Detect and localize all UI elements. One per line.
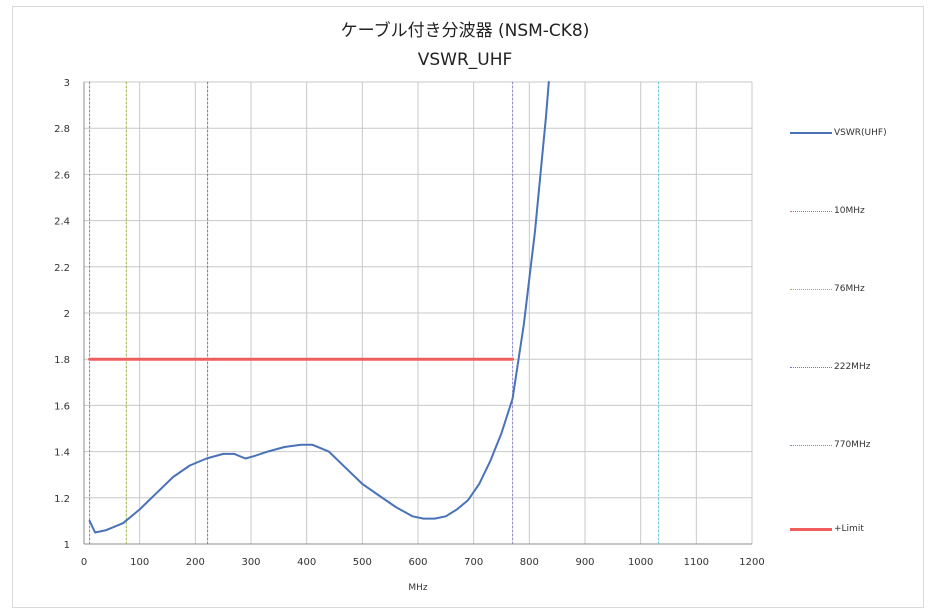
- legend-swatch: [790, 366, 832, 368]
- x-tick-label: 0: [81, 557, 87, 568]
- legend-item: +Limit: [790, 522, 864, 536]
- legend-item: 10MHz: [790, 204, 865, 218]
- x-tick-label: 700: [464, 557, 483, 568]
- label-layer: 0 100 200 300 400 500 600 700 800 900 1000 1100 1200…: [54, 78, 765, 593]
- legend-label: +Limit: [834, 524, 864, 534]
- y-tick-label: 1.6: [54, 401, 70, 412]
- y-tick-label: 1.4: [54, 448, 70, 459]
- legend-swatch: [790, 210, 832, 212]
- legend-item: 76MHz: [790, 282, 865, 296]
- legend-label: 10MHz: [834, 206, 865, 216]
- y-tick-label: 2: [64, 309, 70, 320]
- legend-label: 770MHz: [834, 440, 871, 450]
- legend-swatch: [790, 527, 832, 531]
- x-tick-label: 1000: [628, 557, 653, 568]
- legend-label: VSWR(UHF): [834, 128, 887, 138]
- y-tick-label: 1.8: [54, 355, 70, 366]
- y-tick-label: 1.2: [54, 494, 70, 505]
- legend-item: 222MHz: [790, 360, 870, 374]
- x-tick-label: 1200: [739, 557, 764, 568]
- y-tick-label: 2.8: [54, 124, 70, 135]
- y-tick-label: 2.6: [54, 170, 70, 181]
- series-layer: [88, 81, 659, 545]
- grid-layer: [83, 81, 753, 545]
- x-tick-label: 600: [408, 557, 427, 568]
- chart-title: ケーブル付き分波器 (NSM-CK8): [340, 21, 590, 41]
- x-tick-label: 100: [130, 557, 149, 568]
- x-tick-label: 500: [353, 557, 372, 568]
- y-tick-label: 2.2: [54, 263, 70, 274]
- legend-swatch: [790, 132, 832, 134]
- axis-layer: [83, 82, 752, 545]
- y-tick-label: 3: [64, 78, 70, 89]
- legend-item: 770MHz: [790, 438, 870, 452]
- legend-label: 76MHz: [834, 284, 865, 294]
- x-tick-label: 800: [520, 557, 539, 568]
- y-tick-label: 2.4: [54, 217, 70, 228]
- x-axis-label: MHz: [408, 583, 428, 593]
- legend-label: 222MHz: [834, 362, 871, 372]
- chart-subtitle: VSWR_UHF: [417, 50, 513, 70]
- x-tick-label: 200: [186, 557, 205, 568]
- series-line-vswr-uhf-: [88, 81, 550, 534]
- x-tick-label: 400: [297, 557, 316, 568]
- legend-swatch: [790, 288, 832, 290]
- x-tick-label: 900: [575, 557, 594, 568]
- y-tick-label: 1: [64, 540, 70, 551]
- x-tick-label: 300: [241, 557, 260, 568]
- legend-swatch: [790, 444, 832, 446]
- x-tick-label: 1100: [684, 557, 709, 568]
- legend-item: VSWR(UHF): [790, 126, 887, 140]
- legend: VSWR(UHF) 10MHz 76MHz 222MHz 770MHz +Limit: [790, 120, 925, 550]
